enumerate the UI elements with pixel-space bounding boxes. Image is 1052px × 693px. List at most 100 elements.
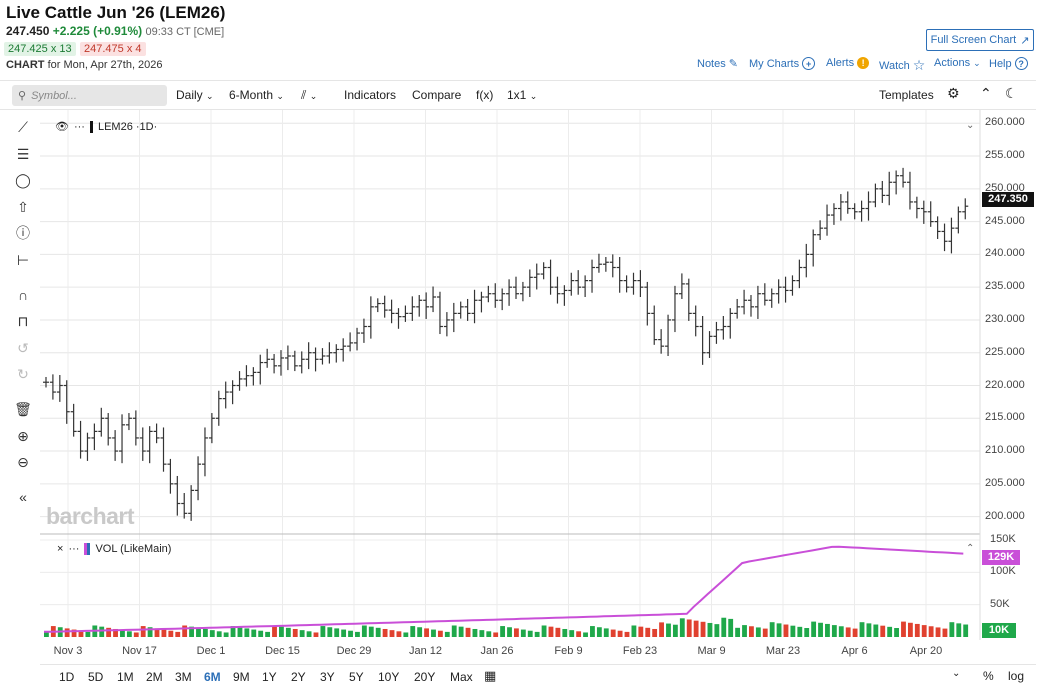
volume-bar [265,631,271,637]
measure-icon[interactable]: ⊢ [16,252,30,268]
ohlc-bar [402,305,409,322]
percent-toggle[interactable]: % [983,669,994,683]
ohlc-bar [554,276,561,304]
volume-line [43,545,964,633]
range-button-9m[interactable]: 9M [233,670,250,684]
bar-type-select[interactable]: ⫽ ⌄ [301,88,317,103]
range-button-1m[interactable]: 1M [117,670,134,684]
range-button-2y[interactable]: 2Y [291,670,306,684]
range-select[interactable]: 6-Month ⌄ [229,88,284,102]
time-axis: Nov 3 Nov 17 Dec 1 Dec 15 Dec 29 Jan 12 Jan 26… [40,645,980,659]
chart-date: CHART for Mon, Apr 27th, 2026 [6,59,163,71]
trash-icon[interactable]: 🗑 [14,401,32,417]
more-icon[interactable]: ··· [73,120,85,133]
my-charts-link[interactable]: My Charts + [749,57,816,70]
range-button-6m[interactable]: 6M [204,670,221,684]
compare-button[interactable]: Compare [412,88,462,102]
collapse-icon[interactable]: ⌃ [980,85,992,101]
ohlc-bar [167,458,174,494]
volume-bar [617,630,623,637]
watch-link[interactable]: Watch ☆ [879,57,925,74]
fib-icon[interactable]: ☰ [16,146,30,162]
chevron-down-icon[interactable]: ⌄ [952,668,961,679]
ohlc-bar [243,365,250,387]
info-icon[interactable]: ⓘ [16,225,30,241]
range-button-1y[interactable]: 1Y [262,670,277,684]
log-toggle[interactable]: log [1008,669,1025,683]
volume-bar [555,627,561,637]
help-link[interactable]: Help ? [989,57,1028,70]
layout-select[interactable]: 1x1 ⌄ [507,88,538,102]
ohlc-bar [824,204,831,236]
ohlc-bar [609,254,616,278]
range-button-20y[interactable]: 20Y [414,670,436,684]
chevron-down-icon: ⌄ [309,91,318,101]
dark-mode-icon[interactable]: ☾ [1005,85,1018,101]
range-button-1d[interactable]: 1D [59,670,75,684]
ohlc-bar [955,206,962,234]
magnet-icon[interactable]: ∩ [17,287,29,303]
chevron-down-icon[interactable]: ⌄ [966,120,975,131]
indicators-button[interactable]: Indicators [344,88,397,102]
range-button-5y[interactable]: 5Y [349,670,364,684]
arrow-up-icon[interactable]: ⇧ [17,199,29,215]
actions-menu[interactable]: Actions ⌄ [934,57,981,69]
ohlc-bar [582,275,589,297]
close-icon[interactable]: × [57,543,64,555]
ohlc-bar [333,344,340,363]
volume-bar [645,627,651,637]
lock-icon[interactable]: ⊓ [17,313,29,329]
range-button-3m[interactable]: 3M [175,670,192,684]
ohlc-bar [658,329,665,354]
symbol-search-input[interactable]: ⚲ Symbol... [12,85,167,106]
x-tick-label: Feb 9 [554,645,583,657]
volume-bar [721,617,727,637]
shape-icon[interactable]: ◯ [15,172,31,188]
undo-icon[interactable]: ↺ [17,340,29,356]
period-select[interactable]: Daily ⌄ [176,88,214,102]
ohlc-bar [865,191,872,221]
ohlc-bar [803,243,810,278]
range-button-2m[interactable]: 2M [146,670,163,684]
full-screen-button[interactable]: Full Screen Chart ↗ [926,29,1034,51]
y-tick-label: 225.000 [985,345,1025,358]
templates-button[interactable]: Templates [879,88,934,102]
ohlc-bar [900,167,907,188]
ohlc-bar [920,200,927,224]
volume-tick-label: 100K [990,565,1016,578]
x-tick-label: Apr 20 [909,645,943,657]
volume-bar [562,628,568,637]
ohlc-bar [319,348,326,365]
alerts-link[interactable]: Alerts ! [826,57,870,69]
ohlc-bar [499,288,506,311]
zoom-in-icon[interactable]: ⊕ [17,428,29,444]
y-tick-label: 255.000 [985,149,1025,162]
volume-bar [237,627,243,637]
gear-icon[interactable]: ⚙ [947,85,960,101]
chevron-up-icon[interactable]: ⌃ [966,543,975,554]
redo-icon[interactable]: ↻ [17,366,29,382]
range-button-10y[interactable]: 10Y [378,670,400,684]
notes-link[interactable]: Notes ✎ [697,57,738,71]
volume-bar [140,626,146,637]
range-button-3y[interactable]: 3Y [320,670,335,684]
trendline-icon[interactable]: ⟋ [18,119,28,135]
fx-button[interactable]: f(x) [476,88,494,102]
range-button-max[interactable]: Max [450,670,473,684]
ohlc-bar [637,270,644,297]
range-button-5d[interactable]: 5D [88,670,104,684]
external-link-icon: ↗ [1020,34,1030,47]
zoom-out-icon[interactable]: ⊖ [17,454,29,470]
ohlc-bar [575,270,582,295]
volume-bar [99,626,105,637]
volume-bar [341,629,347,637]
eye-icon[interactable]: 👁 [55,121,69,133]
price-chart[interactable] [40,110,1040,645]
ohlc-bar [754,285,761,319]
more-icon[interactable]: ··· [68,543,80,555]
collapse-sidebar-icon[interactable]: « [19,489,27,505]
ohlc-bar [568,272,575,296]
ohlc-bar [443,312,450,337]
calendar-icon[interactable]: ▦ [484,668,497,683]
ohlc-bar [56,375,63,402]
